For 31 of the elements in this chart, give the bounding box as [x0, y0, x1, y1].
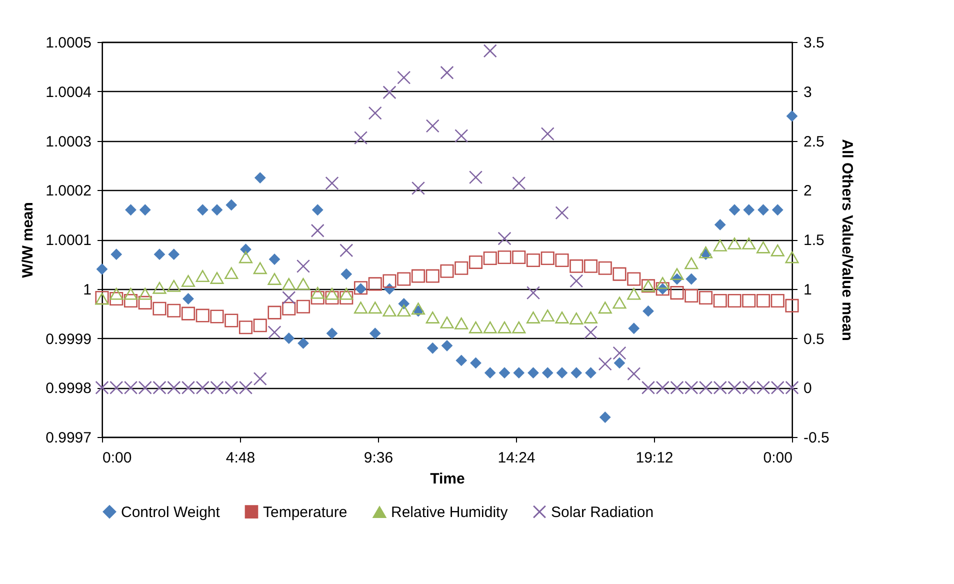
- legend-label: Control Weight: [121, 504, 221, 521]
- y2-tick-label: 3: [804, 84, 812, 101]
- y2-tick-label: -0.5: [804, 430, 830, 446]
- y-tick-label: 1.0003: [46, 133, 92, 150]
- y-tick-label: 1: [83, 281, 92, 298]
- y-tick-label: 1.0002: [46, 182, 92, 200]
- y2-tick-label: 0.5: [804, 330, 824, 348]
- y2-tick-label: 2.5: [804, 133, 824, 150]
- legend-label: Relative Humidity: [391, 504, 508, 522]
- y-tick-label: 0.9997: [46, 430, 92, 446]
- x-tick-label: 0:00: [102, 450, 132, 466]
- y-tick-label: 0.9999: [46, 330, 92, 348]
- y-tick-label: 1.0004: [46, 84, 92, 101]
- x-tick-label: 4:48: [226, 450, 256, 466]
- y2-tick-label: 1: [804, 281, 812, 298]
- y2-tick-label: 1.5: [804, 232, 824, 249]
- legend-label: Solar Radiation: [551, 504, 654, 521]
- x-tick-label: 14:24: [498, 450, 536, 466]
- y-tick-label: 0.9998: [46, 380, 92, 398]
- y2-tick-label: 3.5: [804, 34, 824, 52]
- y-tick-label: 1.0001: [46, 232, 92, 249]
- x-tick-label: 0:00: [763, 450, 792, 466]
- y2-tick-label: 0: [804, 380, 812, 398]
- y2-axis-title: All Others Value/Value mean: [838, 139, 856, 341]
- x-tick-label: 9:36: [364, 450, 394, 466]
- x-tick-label: 19:12: [636, 450, 674, 466]
- y2-tick-label: 2: [804, 182, 812, 200]
- y-tick-label: 1.0005: [46, 34, 92, 52]
- legend-label: Temperature: [263, 504, 348, 521]
- x-axis-title: Time: [430, 470, 465, 488]
- y-axis-title: W/W mean: [20, 202, 37, 278]
